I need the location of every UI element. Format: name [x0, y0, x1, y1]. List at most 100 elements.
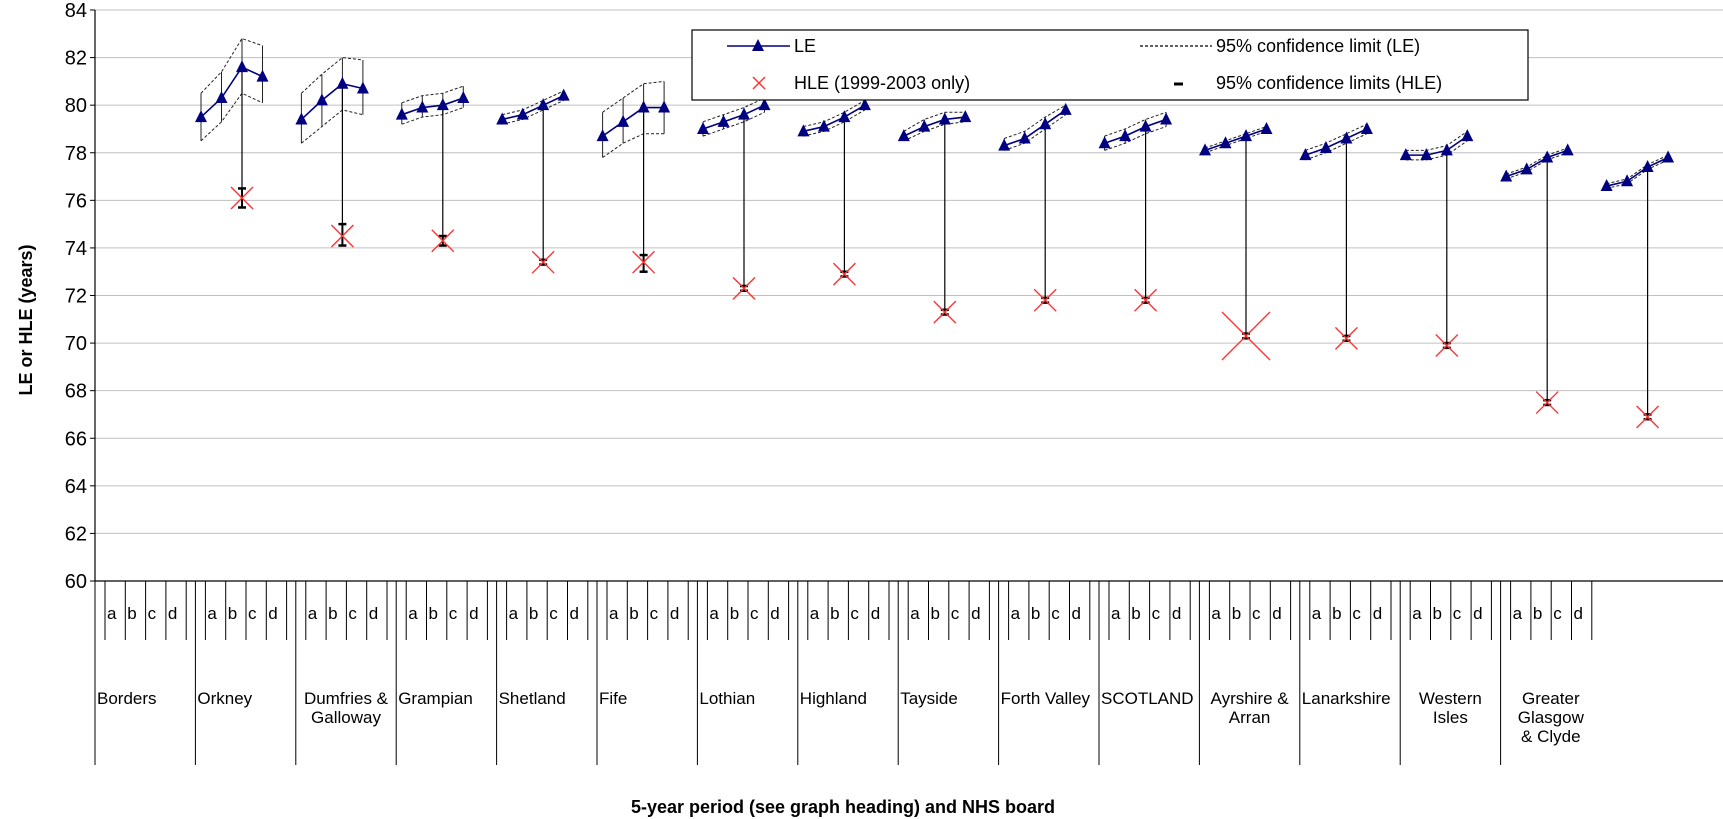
- le-point: [758, 98, 771, 111]
- hle-point-stroke: [1033, 288, 1057, 312]
- hle-point-stroke: [832, 262, 856, 286]
- period-label: b: [328, 604, 337, 623]
- le-ci-lower: [200, 92, 263, 142]
- period-label: d: [369, 604, 378, 623]
- board-group: [897, 110, 972, 324]
- le-ci-lower: [702, 111, 765, 137]
- board-label: Grampian: [398, 689, 473, 708]
- period-label: b: [228, 604, 237, 623]
- le-series-line: [1305, 128, 1368, 156]
- le-ci-lower: [803, 109, 866, 137]
- x-axis-title: 5-year period (see graph heading) and NH…: [631, 797, 1055, 817]
- le-ci-lower: [1606, 159, 1669, 189]
- le-point: [1319, 140, 1332, 153]
- board-group: [195, 37, 269, 210]
- le-point: [1260, 121, 1273, 134]
- period-label: c: [850, 604, 859, 623]
- board-label: Lothian: [699, 689, 755, 708]
- hle-point-stroke: [933, 300, 957, 324]
- board-group: [496, 88, 570, 274]
- board-label: Tayside: [900, 689, 958, 708]
- le-point: [1199, 143, 1211, 156]
- le-ci-lower: [1305, 133, 1368, 161]
- le-point: [858, 98, 871, 111]
- period-label: b: [1232, 604, 1241, 623]
- le-ci-upper: [702, 97, 765, 123]
- le-ci-lower: [1405, 140, 1468, 161]
- period-label: d: [770, 604, 779, 623]
- period-label: d: [469, 604, 478, 623]
- le-ci-lower: [602, 133, 665, 158]
- y-tick-label: 82: [65, 48, 87, 70]
- period-label: d: [971, 604, 980, 623]
- hle-point-stroke: [431, 229, 455, 253]
- board-label: Glasgow: [1518, 708, 1585, 727]
- le-point: [195, 110, 207, 123]
- le-point: [738, 107, 750, 120]
- le-series-line: [602, 106, 665, 137]
- le-point: [1059, 102, 1072, 115]
- hle-point: [1221, 311, 1271, 361]
- board-group: [998, 102, 1072, 312]
- period-label: c: [348, 604, 357, 623]
- hle-point: [832, 262, 856, 286]
- legend-le-ci-label: 95% confidence limit (LE): [1216, 36, 1420, 56]
- le-point: [236, 60, 248, 73]
- le-point: [617, 114, 630, 127]
- le-point: [658, 100, 671, 113]
- hle-point-stroke: [1535, 391, 1559, 415]
- le-series-line: [1505, 149, 1568, 178]
- le-point: [1399, 148, 1412, 161]
- le-series-line: [200, 66, 263, 118]
- le-point: [1520, 162, 1533, 175]
- le-point: [537, 98, 550, 111]
- board-label: SCOTLAND: [1101, 689, 1194, 708]
- period-label: a: [1312, 604, 1322, 623]
- le-ci-upper: [1405, 130, 1468, 151]
- le-ci-lower: [903, 121, 966, 142]
- hle-point: [1334, 326, 1358, 350]
- le-point: [1098, 136, 1111, 149]
- period-label: a: [1412, 604, 1422, 623]
- period-label: b: [127, 604, 136, 623]
- period-label: d: [1272, 604, 1281, 623]
- board-group: [1600, 150, 1675, 429]
- board-label: Dumfries &: [304, 689, 389, 708]
- le-ci-lower: [502, 99, 564, 125]
- le-point: [1461, 129, 1474, 142]
- le-ci-lower: [1204, 130, 1267, 154]
- hle-point-stroke: [732, 276, 756, 300]
- le-point: [215, 91, 228, 104]
- le-ci-lower: [1104, 126, 1167, 151]
- hle-point-stroke: [230, 186, 254, 210]
- y-tick-label: 66: [65, 428, 87, 450]
- le-series-line: [1003, 109, 1067, 147]
- le-point: [336, 76, 349, 89]
- le-series-line: [803, 104, 866, 133]
- hle-point: [1535, 391, 1559, 415]
- y-tick-label: 68: [65, 381, 87, 403]
- board-group: [697, 97, 771, 300]
- hle-point: [1435, 333, 1459, 357]
- y-tick-label: 60: [65, 571, 87, 593]
- y-tick-label: 70: [65, 333, 87, 355]
- board-label: Galloway: [311, 708, 381, 727]
- le-point: [797, 124, 810, 137]
- legend-le-marker: [752, 39, 764, 51]
- period-label: a: [1211, 604, 1221, 623]
- le-point: [256, 69, 269, 82]
- y-tick-label: 62: [65, 523, 87, 545]
- le-point: [1500, 169, 1513, 182]
- le-point: [897, 129, 910, 142]
- board-group: [1199, 121, 1273, 361]
- hle-point-stroke: [1334, 326, 1358, 350]
- board-group: [797, 98, 871, 286]
- le-point: [817, 119, 830, 132]
- hle-point: [230, 186, 254, 210]
- le-series-line: [702, 104, 765, 130]
- le-point: [1641, 160, 1654, 173]
- hle-point: [632, 250, 656, 274]
- period-label: b: [429, 604, 438, 623]
- le-series-line: [1204, 128, 1267, 152]
